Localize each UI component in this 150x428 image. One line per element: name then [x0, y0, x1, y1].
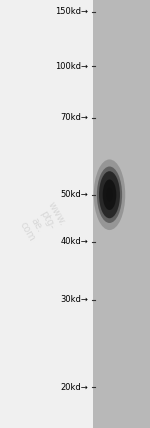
Text: 50kd→: 50kd→ [61, 190, 88, 199]
Ellipse shape [94, 160, 125, 230]
Text: www.
ptg-
ae.
com: www. ptg- ae. com [16, 200, 68, 245]
Text: 100kd→: 100kd→ [56, 62, 88, 71]
Text: 40kd→: 40kd→ [61, 237, 88, 247]
Text: 70kd→: 70kd→ [61, 113, 88, 122]
Ellipse shape [103, 179, 116, 210]
Text: 20kd→: 20kd→ [61, 383, 88, 392]
Text: 30kd→: 30kd→ [61, 295, 88, 304]
Ellipse shape [106, 188, 113, 202]
Text: 150kd→: 150kd→ [56, 7, 88, 17]
Ellipse shape [97, 166, 122, 223]
Bar [93, 0, 150, 428]
Ellipse shape [99, 171, 120, 218]
